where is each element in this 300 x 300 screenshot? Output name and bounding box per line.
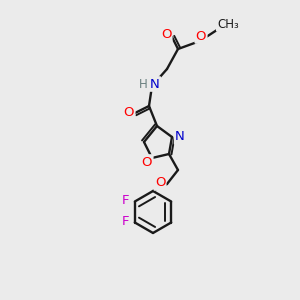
Text: O: O (161, 28, 171, 40)
Text: H: H (139, 77, 147, 91)
Text: N: N (175, 130, 185, 143)
Text: O: O (124, 106, 134, 118)
Text: CH₃: CH₃ (217, 17, 239, 31)
Text: F: F (122, 194, 130, 207)
Text: O: O (142, 155, 152, 169)
Text: O: O (155, 176, 165, 190)
Text: N: N (150, 77, 160, 91)
Text: O: O (196, 29, 206, 43)
Text: F: F (122, 215, 130, 228)
